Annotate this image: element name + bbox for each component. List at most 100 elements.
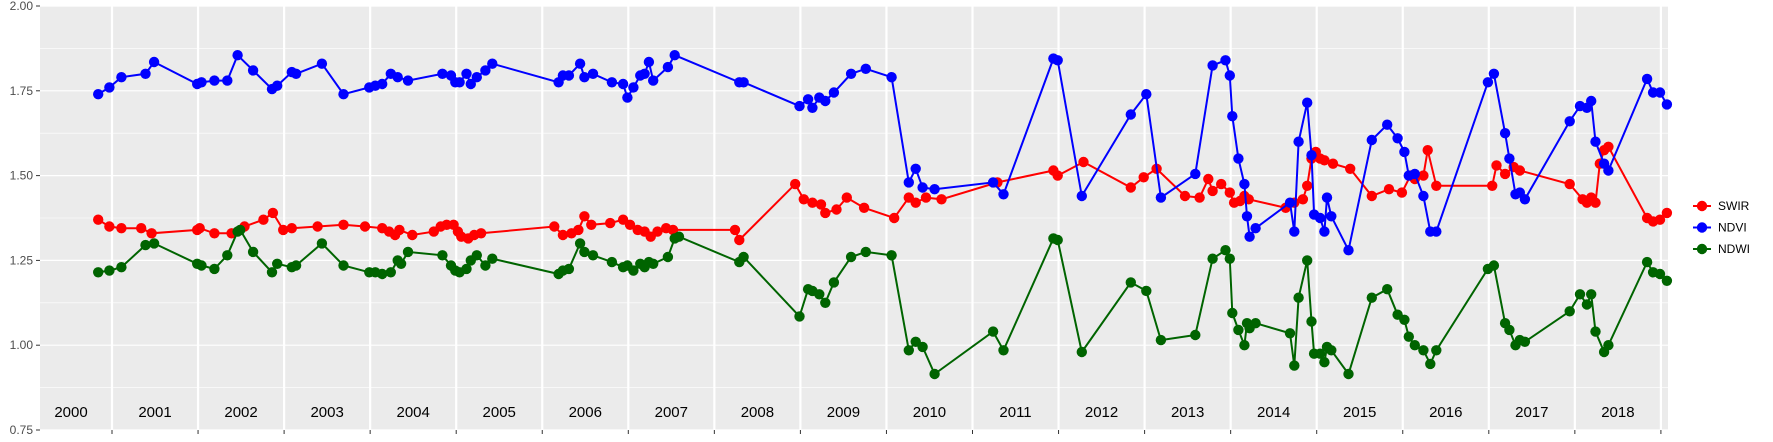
data-point-swir	[1418, 170, 1429, 181]
data-point-swir	[258, 214, 269, 225]
data-point-ndwi	[1155, 334, 1167, 346]
data-point-ndvi	[1431, 226, 1442, 237]
legend-key-point	[1696, 243, 1708, 255]
data-point-ndwi	[673, 231, 685, 242]
data-point-swir	[605, 217, 616, 229]
data-point-ndwi	[662, 251, 674, 263]
data-point-ndwi	[820, 297, 831, 308]
data-point-ndvi	[1306, 150, 1317, 161]
data-point-ndvi	[93, 89, 104, 100]
data-point-swir	[1302, 180, 1313, 191]
y-tick-label: 1.25	[10, 253, 34, 267]
data-point-ndwi	[606, 256, 618, 268]
data-point-ndwi	[1239, 340, 1250, 351]
data-point-ndvi	[669, 50, 680, 61]
year-label-2001: 2001	[138, 404, 171, 421]
data-point-swir	[1052, 170, 1063, 181]
data-point-swir	[1297, 194, 1309, 205]
data-point-ndwi	[1233, 324, 1244, 336]
data-point-ndvi	[1319, 226, 1330, 237]
data-point-ndvi	[1482, 77, 1494, 88]
year-label-2018: 2018	[1601, 404, 1634, 421]
y-tick-label: 0.75	[10, 423, 34, 437]
data-point-ndwi	[93, 267, 104, 278]
data-point-swir	[1078, 156, 1089, 168]
data-point-ndvi	[338, 89, 349, 100]
data-point-swir	[910, 197, 921, 208]
data-point-swir	[841, 192, 852, 203]
data-point-ndvi	[1343, 245, 1354, 256]
data-point-swir	[1383, 184, 1395, 195]
legend: SWIR NDVI NDWI	[1693, 199, 1750, 256]
data-point-ndvi	[1125, 109, 1137, 120]
data-point-ndvi	[232, 50, 243, 61]
data-point-ndvi	[807, 102, 818, 114]
data-point-ndvi	[1641, 73, 1653, 85]
data-point-ndvi	[454, 77, 465, 88]
data-point-ndvi	[910, 163, 921, 174]
data-point-ndvi	[587, 68, 599, 80]
data-point-ndvi	[1289, 226, 1300, 237]
data-point-ndvi	[738, 77, 749, 88]
year-label-2005: 2005	[483, 404, 516, 421]
data-point-ndwi	[1399, 314, 1410, 325]
data-point-swir	[790, 178, 801, 190]
data-point-ndvi	[1586, 95, 1597, 107]
data-point-ndvi	[1564, 116, 1575, 127]
data-point-ndvi	[1603, 165, 1614, 176]
data-point-swir	[729, 224, 741, 236]
data-point-ndvi	[1227, 111, 1238, 122]
data-point-ndwi	[1326, 345, 1337, 356]
data-point-ndwi	[1289, 360, 1300, 371]
data-point-ndwi	[998, 345, 1009, 356]
data-point-swir	[820, 207, 831, 219]
year-label-2010: 2010	[913, 404, 946, 421]
data-point-ndwi	[1190, 329, 1201, 341]
year-label-2008: 2008	[741, 404, 774, 421]
data-point-swir	[104, 221, 115, 232]
data-point-swir	[1366, 190, 1378, 202]
data-point-swir	[1422, 145, 1433, 156]
data-point-ndwi	[1590, 326, 1601, 337]
data-point-swir	[338, 219, 349, 230]
data-point-ndvi	[1052, 55, 1063, 66]
data-point-ndwi	[738, 251, 749, 263]
data-point-ndvi	[794, 100, 805, 112]
data-point-ndvi	[1314, 212, 1326, 224]
data-point-swir	[1138, 172, 1149, 183]
data-point-ndvi	[1590, 136, 1601, 147]
data-point-ndvi	[1220, 55, 1231, 66]
data-point-swir	[579, 211, 590, 222]
data-point-ndvi	[886, 72, 897, 83]
data-point-ndwi	[1250, 318, 1261, 329]
data-point-ndvi	[1224, 70, 1236, 81]
year-label-2006: 2006	[569, 404, 602, 421]
data-point-ndwi	[1224, 253, 1236, 264]
data-point-ndwi	[1586, 289, 1597, 300]
data-point-ndvi	[1418, 190, 1429, 202]
data-point-ndvi	[1141, 89, 1152, 100]
data-point-swir	[1203, 173, 1214, 185]
data-point-ndwi	[471, 250, 482, 261]
year-label-2002: 2002	[224, 404, 257, 421]
data-point-ndvi	[622, 92, 633, 103]
data-point-ndwi	[1403, 331, 1415, 342]
data-point-ndwi	[1141, 285, 1152, 297]
data-point-ndvi	[1302, 97, 1313, 108]
data-point-swir	[146, 228, 157, 239]
data-point-ndvi	[471, 72, 482, 83]
data-point-swir	[573, 224, 584, 236]
data-point-swir	[1499, 168, 1511, 180]
data-point-ndvi	[461, 68, 472, 80]
data-point-ndwi	[402, 246, 414, 258]
data-point-ndvi	[1661, 99, 1673, 110]
data-point-ndwi	[272, 258, 283, 269]
data-point-ndvi	[1488, 68, 1500, 80]
data-point-ndvi	[860, 63, 871, 74]
y-tick-label: 1.75	[10, 84, 34, 98]
year-label-2013: 2013	[1171, 404, 1204, 421]
data-point-ndvi	[402, 75, 414, 86]
data-point-swir	[359, 221, 371, 232]
data-point-ndwi	[648, 258, 659, 269]
data-point-ndwi	[235, 224, 246, 236]
